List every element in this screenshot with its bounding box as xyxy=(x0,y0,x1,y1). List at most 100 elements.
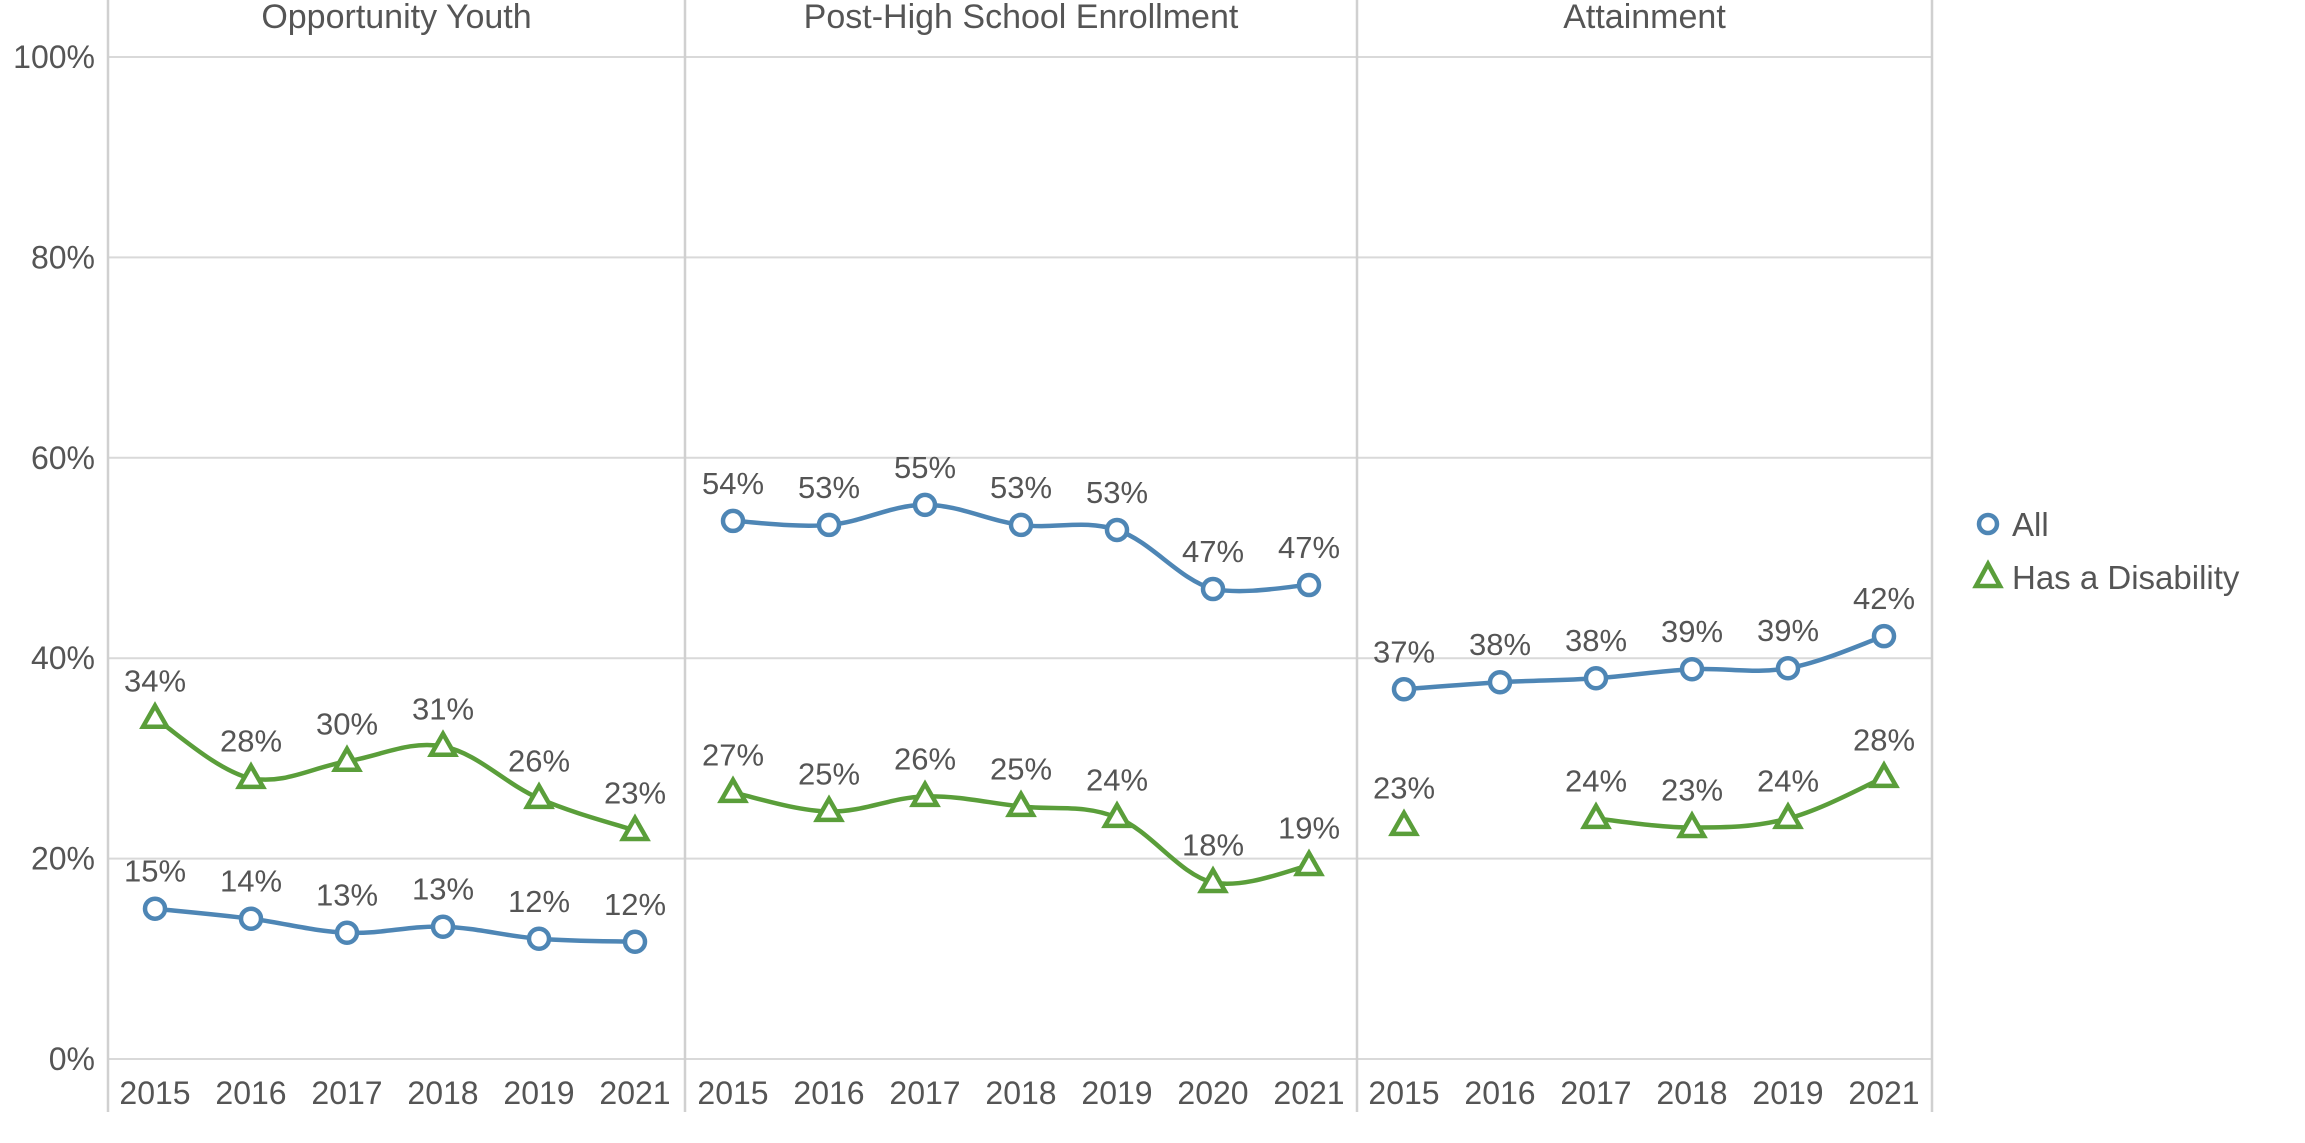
x-tick-label: 2017 xyxy=(311,1075,382,1111)
panel-title: Attainment xyxy=(1563,0,1726,36)
x-tick-label: 2016 xyxy=(1464,1075,1535,1111)
legend-label: All xyxy=(2012,506,2049,543)
x-tick-label: 2015 xyxy=(119,1075,190,1111)
data-label: 53% xyxy=(1086,475,1148,510)
x-tick-label: 2015 xyxy=(697,1075,768,1111)
data-label: 23% xyxy=(1373,771,1435,806)
data-point xyxy=(142,896,168,921)
data-point xyxy=(1583,665,1609,691)
data-label: 26% xyxy=(894,741,956,776)
data-point xyxy=(430,914,456,939)
y-tick-label: 20% xyxy=(31,841,95,877)
data-point xyxy=(619,813,651,842)
x-tick-label: 2021 xyxy=(1273,1075,1344,1111)
x-tick-label: 2016 xyxy=(793,1075,864,1111)
x-tick-label: 2018 xyxy=(985,1075,1056,1111)
data-label: 19% xyxy=(1278,811,1340,846)
x-tick-label: 2015 xyxy=(1368,1075,1439,1111)
series-disability: 23% 24% 23% 24% 28% xyxy=(1373,722,1915,839)
data-label: 55% xyxy=(894,450,956,485)
panel-opportunity-youth: Opportunity Youth 2015 2016 2017 2018 2019 202… xyxy=(119,0,670,1111)
data-point xyxy=(1391,677,1417,702)
series-disability: 34% 28% 30% 31% 26% 23% xyxy=(124,663,666,842)
y-tick-label: 0% xyxy=(49,1041,95,1077)
data-point xyxy=(1487,669,1513,695)
data-label: 30% xyxy=(316,706,378,741)
data-point xyxy=(816,512,842,538)
data-label: 27% xyxy=(702,737,764,772)
series-disability: 27% 25% 26% 25% 24% 18% 19% xyxy=(702,737,1340,894)
data-label: 23% xyxy=(604,776,666,811)
circle-marker-icon xyxy=(1976,512,2000,536)
data-point xyxy=(1868,760,1900,789)
data-point xyxy=(238,906,264,931)
data-point xyxy=(1388,808,1420,837)
data-label: 54% xyxy=(702,466,764,501)
data-point xyxy=(1005,789,1037,818)
data-label: 18% xyxy=(1182,828,1244,863)
legend-item-all[interactable]: All xyxy=(1976,506,2049,543)
x-tick-label: 2021 xyxy=(599,1075,670,1111)
data-point xyxy=(334,920,360,945)
x-tick-label: 2017 xyxy=(889,1075,960,1111)
data-label: 25% xyxy=(990,751,1052,786)
data-point xyxy=(1293,848,1325,877)
data-point xyxy=(235,761,267,790)
data-label: 23% xyxy=(1661,773,1723,808)
data-point xyxy=(717,775,749,804)
data-label: 38% xyxy=(1565,623,1627,658)
legend-item-disability[interactable]: Has a Disability xyxy=(1972,559,2240,596)
data-label: 26% xyxy=(508,743,570,778)
data-label: 38% xyxy=(1469,627,1531,662)
data-point xyxy=(622,929,648,955)
y-tick-label: 80% xyxy=(31,239,95,275)
x-tick-label: 2019 xyxy=(503,1075,574,1111)
data-label: 34% xyxy=(124,663,186,698)
data-point xyxy=(1775,655,1801,681)
y-tick-label: 40% xyxy=(31,640,95,676)
data-point xyxy=(912,492,938,518)
data-point xyxy=(909,779,941,808)
data-label: 13% xyxy=(316,878,378,913)
data-label: 15% xyxy=(124,854,186,889)
data-label: 13% xyxy=(412,872,474,907)
x-tick-label: 2021 xyxy=(1848,1075,1919,1111)
data-point xyxy=(1101,800,1133,829)
data-point xyxy=(813,794,845,823)
data-point xyxy=(139,701,171,729)
data-label: 37% xyxy=(1373,634,1435,669)
data-label: 31% xyxy=(412,691,474,726)
panel-attainment: Attainment 2015 2016 2017 2018 2019 2021 37% 38%… xyxy=(1368,0,1919,1111)
data-label: 53% xyxy=(990,470,1052,505)
x-tick-label: 2017 xyxy=(1560,1075,1631,1111)
data-point xyxy=(1008,512,1034,538)
data-point xyxy=(523,781,555,810)
x-tick-label: 2019 xyxy=(1081,1075,1152,1111)
data-point xyxy=(1679,656,1705,682)
data-label: 42% xyxy=(1853,581,1915,616)
data-point xyxy=(1871,623,1897,649)
x-tick-label: 2020 xyxy=(1177,1075,1248,1111)
data-label: 25% xyxy=(798,757,860,792)
legend: All Has a Disability xyxy=(1972,506,2240,596)
x-tick-label: 2019 xyxy=(1752,1075,1823,1111)
y-tick-label: 60% xyxy=(31,440,95,476)
data-point xyxy=(526,926,552,952)
data-label: 39% xyxy=(1661,614,1723,649)
x-tick-label: 2018 xyxy=(1656,1075,1727,1111)
gridlines xyxy=(106,0,1934,1112)
data-label: 14% xyxy=(220,864,282,899)
series-all: 37% 38% 38% 39% 39% 42% xyxy=(1373,581,1915,702)
data-point xyxy=(1772,801,1804,830)
y-tick-label: 100% xyxy=(13,39,95,75)
data-point xyxy=(427,729,459,758)
panel-title: Post-High School Enrollment xyxy=(804,0,1239,36)
data-label: 47% xyxy=(1182,534,1244,569)
data-point xyxy=(1296,572,1322,598)
data-label: 24% xyxy=(1565,764,1627,799)
x-tick-label: 2018 xyxy=(407,1075,478,1111)
data-label: 39% xyxy=(1757,613,1819,648)
data-label: 12% xyxy=(508,884,570,919)
